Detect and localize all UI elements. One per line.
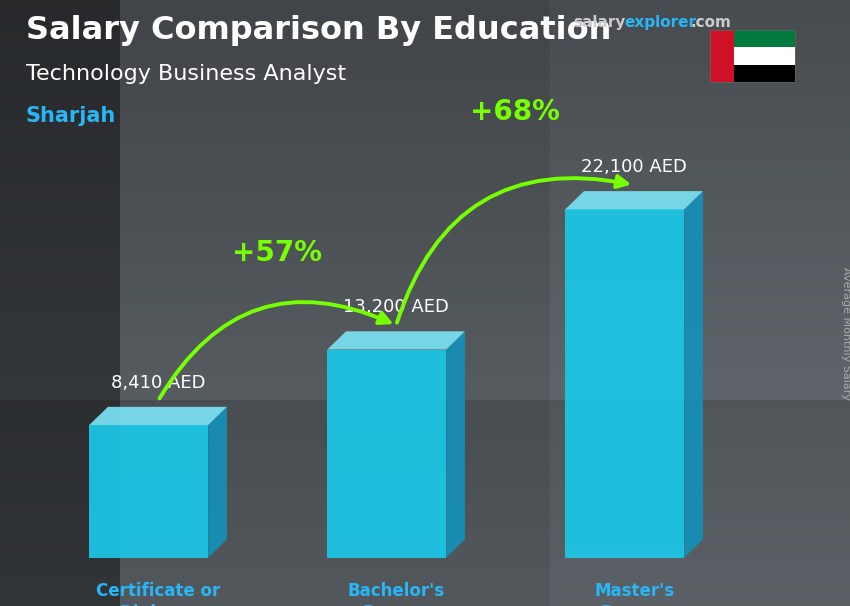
- Text: 8,410 AED: 8,410 AED: [110, 374, 206, 391]
- Text: +68%: +68%: [470, 98, 560, 127]
- Text: salary: salary: [574, 15, 626, 30]
- Polygon shape: [327, 331, 465, 350]
- Polygon shape: [89, 407, 227, 425]
- Text: Master's
Degree: Master's Degree: [594, 582, 674, 606]
- Polygon shape: [565, 191, 703, 209]
- Polygon shape: [208, 407, 227, 558]
- Bar: [710, 47, 795, 65]
- Text: Average Monthly Salary: Average Monthly Salary: [841, 267, 850, 400]
- Text: Salary Comparison By Education: Salary Comparison By Education: [26, 15, 611, 46]
- Text: Sharjah: Sharjah: [26, 106, 116, 126]
- Text: Technology Business Analyst: Technology Business Analyst: [26, 64, 346, 84]
- Polygon shape: [684, 191, 703, 558]
- Bar: [710, 30, 734, 82]
- Text: 13,200 AED: 13,200 AED: [343, 298, 449, 316]
- Bar: [565, 209, 684, 558]
- Bar: [327, 350, 446, 558]
- Text: 22,100 AED: 22,100 AED: [581, 158, 687, 176]
- Text: .com: .com: [690, 15, 731, 30]
- Bar: [710, 65, 795, 82]
- Bar: [89, 425, 208, 558]
- Text: Certificate or
Diploma: Certificate or Diploma: [96, 582, 220, 606]
- Bar: [710, 30, 795, 82]
- Text: +57%: +57%: [232, 239, 322, 267]
- Polygon shape: [446, 331, 465, 558]
- Bar: [710, 30, 795, 47]
- Text: Bachelor's
Degree: Bachelor's Degree: [348, 582, 445, 606]
- Text: explorer: explorer: [625, 15, 697, 30]
